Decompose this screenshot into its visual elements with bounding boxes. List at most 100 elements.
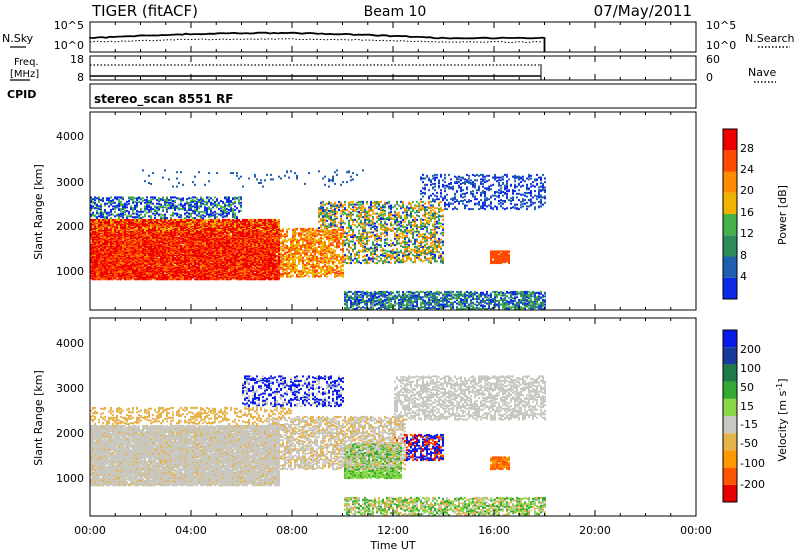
heatmap-cell xyxy=(148,252,150,254)
heatmap-cell xyxy=(146,272,148,274)
heatmap-cell xyxy=(124,206,126,208)
heatmap-cell xyxy=(146,255,148,257)
heatmap-cell xyxy=(148,175,150,177)
heatmap-cell xyxy=(148,215,150,217)
heatmap-cell xyxy=(150,183,152,185)
heatmap-cell xyxy=(122,265,124,267)
heatmap-cell xyxy=(136,213,138,215)
heatmap-cell xyxy=(92,242,94,244)
heatmap-cell xyxy=(104,265,106,267)
heatmap-cell xyxy=(112,273,114,275)
heatmap-cell xyxy=(138,201,140,203)
heatmap-cell xyxy=(124,269,126,271)
heatmap-cell xyxy=(108,199,110,201)
heatmap-cell xyxy=(130,214,132,216)
heatmap-cell xyxy=(112,219,114,221)
heatmap-cell xyxy=(102,216,104,218)
heatmap-cell xyxy=(106,254,108,256)
heatmap-cell xyxy=(110,211,112,213)
freq-left-tick-high: 18 xyxy=(70,53,84,66)
heatmap-cell xyxy=(136,266,138,268)
heatmap-cell xyxy=(120,208,122,210)
heatmap-cell xyxy=(116,265,118,267)
heatmap-cell xyxy=(126,278,128,280)
heatmap-cell xyxy=(126,241,128,243)
noise-panel: N.Sky 10^5 10^0 10^5 10^0 N.Search xyxy=(2,19,795,52)
heatmap-cell xyxy=(116,278,118,280)
heatmap-cell xyxy=(144,250,146,252)
heatmap-cell xyxy=(146,196,148,198)
heatmap-cell xyxy=(144,199,146,201)
heatmap-cell xyxy=(104,205,106,207)
heatmap-cell xyxy=(106,199,108,201)
heatmap-cell xyxy=(120,243,122,245)
heatmap-cell xyxy=(130,252,132,254)
heatmap-cell xyxy=(114,268,116,270)
heatmap-cell xyxy=(120,205,122,207)
heatmap-cell xyxy=(144,264,146,266)
heatmap-cell xyxy=(100,249,102,251)
heatmap-cell xyxy=(148,259,150,261)
heatmap-cell xyxy=(124,240,126,242)
heatmap-cell xyxy=(128,271,130,273)
program-label: stereo_scan 8551 RF xyxy=(94,92,233,107)
heatmap-cell xyxy=(130,219,132,221)
heatmap-cell xyxy=(148,182,150,184)
freq-label: Freq. xyxy=(14,57,39,68)
heatmap-cell xyxy=(96,204,98,206)
heatmap-cell xyxy=(126,215,128,217)
heatmap-cell xyxy=(148,211,150,213)
heatmap-cell xyxy=(116,221,118,223)
heatmap-cell xyxy=(146,224,148,226)
heatmap-cell xyxy=(136,210,138,212)
heatmap-cell xyxy=(108,240,110,242)
heatmap-cell xyxy=(122,198,124,200)
heatmap-cell xyxy=(136,249,138,251)
heatmap-cell xyxy=(118,219,120,221)
heatmap-cell xyxy=(122,262,124,264)
heatmap-cell xyxy=(148,205,150,207)
noise-left-tick-low: 10^0 xyxy=(54,39,84,52)
heatmap-cell xyxy=(114,221,116,223)
heatmap-cell xyxy=(148,246,150,248)
heatmap-cell xyxy=(140,239,142,241)
heatmap-cell xyxy=(98,262,100,264)
heatmap-cell xyxy=(124,244,126,246)
heatmap-cell xyxy=(134,213,136,215)
heatmap-cell xyxy=(128,250,130,252)
heatmap-cell xyxy=(94,204,96,206)
heatmap-cell xyxy=(92,219,94,221)
heatmap-cell xyxy=(128,213,130,215)
heatmap-cell xyxy=(102,227,104,229)
heatmap-cell xyxy=(150,210,152,212)
heatmap-cell xyxy=(146,230,148,232)
heatmap-cell xyxy=(150,270,152,272)
heatmap-cell xyxy=(126,201,128,203)
heatmap-cell xyxy=(108,214,110,216)
heatmap-cell xyxy=(104,247,106,249)
heatmap-cell xyxy=(98,198,100,200)
heatmap-cell xyxy=(116,205,118,207)
heatmap-cell xyxy=(144,210,146,212)
heatmap-cell xyxy=(148,263,150,265)
heatmap-cell xyxy=(140,202,142,204)
heatmap-cell xyxy=(150,206,152,208)
heatmap-cell xyxy=(92,269,94,271)
heatmap-cell xyxy=(118,201,120,203)
heatmap-cell xyxy=(120,203,122,205)
heatmap-cell xyxy=(92,225,94,227)
heatmap-cell xyxy=(96,212,98,214)
heatmap-cell xyxy=(136,247,138,249)
heatmap-cell xyxy=(122,214,124,216)
heatmap-cell xyxy=(114,205,116,207)
heatmap-cell xyxy=(132,248,134,250)
heatmap-cell xyxy=(132,202,134,204)
heatmap-cell xyxy=(134,278,136,280)
heatmap-cell xyxy=(104,203,106,205)
heatmap-cell xyxy=(146,201,148,203)
heatmap-cell xyxy=(136,202,138,204)
heatmap-cell xyxy=(128,219,130,221)
heatmap-cell xyxy=(102,212,104,214)
heatmap-cell xyxy=(120,219,122,221)
heatmap-cell xyxy=(146,228,148,230)
